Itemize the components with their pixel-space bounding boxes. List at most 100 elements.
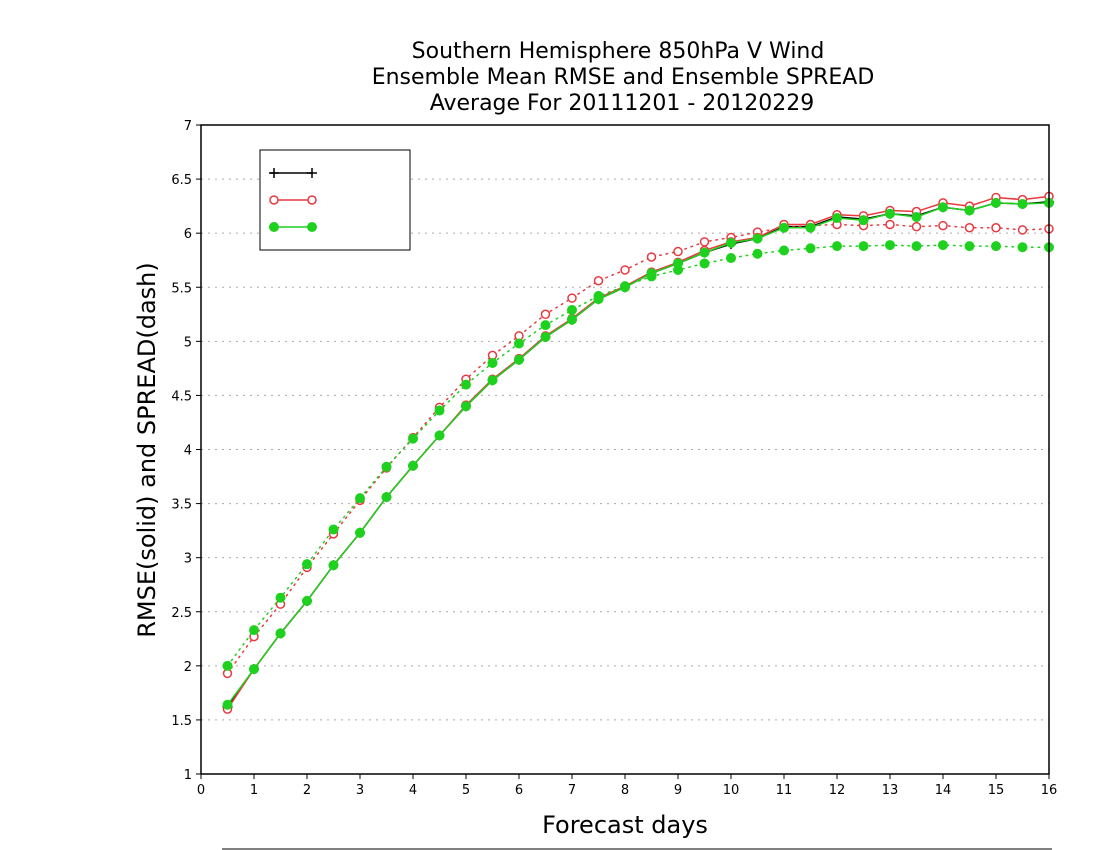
y-tick-label: 2.5 — [171, 606, 192, 621]
spread-point-1 — [991, 223, 1001, 233]
spread-point-2 — [832, 241, 842, 252]
spread-point-2 — [752, 248, 763, 259]
series-1 — [222, 191, 1054, 714]
rmse-point-2 — [779, 222, 789, 233]
rmse-point-2 — [938, 202, 948, 213]
spread-point-1 — [567, 293, 577, 303]
rmse-point-2 — [593, 294, 604, 305]
spread-point-1 — [964, 223, 975, 233]
y-axis-label: RMSE(solid) and SPREAD(dash) — [133, 262, 161, 638]
spread-point-2 — [858, 241, 869, 252]
spread-point-2 — [461, 379, 471, 390]
rmse-point-2 — [355, 527, 365, 538]
x-tick-label: 7 — [568, 783, 576, 798]
rmse-point-2 — [885, 208, 895, 219]
spread-point-2 — [487, 357, 498, 368]
rmse-point-2 — [752, 233, 763, 244]
spread-point-2 — [726, 253, 736, 264]
y-tick-label: 1.5 — [171, 714, 192, 729]
rmse-line-0 — [226, 201, 1050, 708]
spread-point-2 — [885, 240, 895, 251]
spread-point-1 — [699, 237, 710, 247]
x-tick-label: 1 — [250, 783, 258, 798]
series-2 — [222, 197, 1054, 710]
legend-marker-right-2 — [307, 222, 317, 232]
spread-point-2 — [938, 240, 948, 251]
spread-line-1 — [226, 223, 1050, 675]
spread-point-1 — [911, 221, 922, 232]
legend — [259, 149, 411, 251]
chart-title-line-1: Southern Hemisphere 850hPa V Wind — [412, 39, 825, 64]
spread-point-2 — [434, 405, 445, 416]
rmse-point-2 — [646, 268, 657, 279]
grid-lines — [201, 178, 1049, 721]
spread-point-1 — [593, 276, 604, 286]
rmse-point-2 — [540, 332, 551, 343]
spread-point-2 — [567, 304, 577, 315]
spread-point-2 — [540, 320, 551, 331]
spread-point-2 — [514, 338, 524, 349]
spread-point-2 — [991, 241, 1001, 252]
y-tick-label: 4 — [184, 444, 192, 459]
spread-point-2 — [911, 241, 922, 252]
x-tick-label: 16 — [1041, 783, 1058, 798]
spread-point-2 — [964, 241, 975, 252]
x-tick-label: 4 — [409, 783, 417, 798]
rmse-point-2 — [328, 560, 339, 571]
spread-point-2 — [408, 433, 418, 444]
rmse-point-2 — [805, 222, 816, 233]
rmse-line-2 — [226, 202, 1050, 706]
y-tick-label: 6 — [184, 227, 192, 242]
spread-point-1 — [540, 309, 551, 320]
x-tick-label: 10 — [723, 783, 740, 798]
spread-point-2 — [275, 592, 286, 603]
y-tick-label: 7 — [184, 119, 192, 134]
rmse-point-2 — [408, 460, 418, 471]
legend-marker-right-1 — [307, 195, 317, 205]
spread-point-1 — [620, 265, 630, 275]
x-tick-label: 6 — [515, 783, 523, 798]
legend-marker-left-0 — [269, 168, 279, 178]
legend-marker-left-1 — [269, 195, 279, 205]
spread-point-1 — [885, 219, 895, 230]
x-tick-label: 13 — [882, 783, 899, 798]
rmse-point-2 — [249, 664, 259, 675]
x-tick-label: 2 — [303, 783, 311, 798]
spread-point-2 — [805, 243, 816, 254]
rmse-point-2 — [858, 215, 869, 226]
rmse-point-2 — [514, 354, 524, 365]
spread-point-1 — [938, 220, 948, 231]
series-0 — [222, 196, 1054, 712]
rmse-point-2 — [461, 401, 471, 412]
spread-point-2 — [381, 461, 392, 472]
x-tick-label: 8 — [621, 783, 629, 798]
spread-point-2 — [1017, 242, 1028, 253]
rmse-point-2 — [434, 430, 445, 441]
y-tick-label: 2 — [184, 660, 192, 675]
axis-ticks: 11.522.533.544.555.566.570 1 2 3 4 5 6 7 8 9 10 11 1… — [171, 119, 1057, 798]
x-tick-label: 11 — [776, 783, 793, 798]
y-tick-label: 4.5 — [171, 389, 192, 404]
spread-point-2 — [699, 258, 710, 269]
x-tick-label: 15 — [988, 783, 1005, 798]
rmse-line-1 — [226, 195, 1050, 710]
rmse-point-2 — [911, 211, 922, 222]
y-tick-label: 5.5 — [171, 281, 192, 296]
rmse-point-2 — [699, 247, 710, 258]
spread-point-2 — [249, 625, 259, 636]
rmse-point-2 — [222, 699, 233, 710]
spread-point-2 — [355, 493, 365, 504]
x-axis-label: Forecast days — [542, 811, 708, 839]
spread-point-1 — [1017, 225, 1028, 235]
rmse-point-2 — [302, 595, 312, 606]
y-tick-label: 6.5 — [171, 173, 192, 188]
x-tick-label: 9 — [674, 783, 682, 798]
x-tick-label: 14 — [935, 783, 952, 798]
rmse-point-2 — [964, 205, 975, 216]
rmse-point-2 — [381, 492, 392, 503]
series-layer — [222, 191, 1054, 714]
chart-title-line-3: Average For 20111201 - 20120229 — [430, 91, 815, 116]
rmse-point-2 — [991, 197, 1001, 208]
y-tick-label: 5 — [184, 335, 192, 350]
